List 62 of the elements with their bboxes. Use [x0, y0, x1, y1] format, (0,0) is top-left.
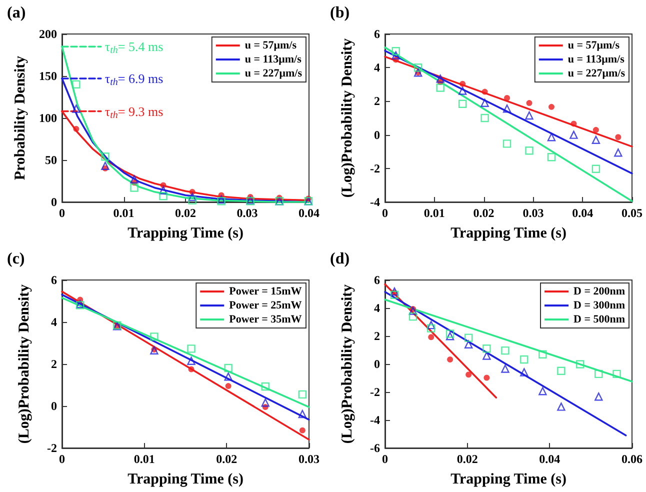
x-tick-label: 0.03 [236, 206, 258, 220]
legend-label: u = 57μm/s [244, 40, 298, 52]
legend-label: u = 227μm/s [568, 68, 626, 80]
y-tick-label: 0 [374, 357, 380, 371]
x-axis-title: Trapping Time (s) [128, 472, 244, 488]
legend-label: Power = 15mW [229, 286, 302, 298]
y-tick-label: 2 [374, 329, 380, 343]
chart-title: (c) [7, 250, 25, 268]
y-tick-label: 50 [45, 153, 57, 167]
y-axis-title: (Log)Probability Density [340, 38, 356, 198]
y-tick-label: -4 [370, 195, 380, 209]
y-tick-label: 6 [374, 27, 380, 41]
chart-title: (a) [7, 4, 26, 22]
y-tick-label: 2 [51, 357, 57, 371]
y-tick-label: 6 [374, 273, 380, 287]
x-axis-title: Trapping Time (s) [450, 226, 566, 242]
legend-label: Power = 25mW [229, 300, 302, 312]
x-tick-label: 0.02 [456, 452, 478, 466]
x-tick-label: 0.04 [539, 452, 560, 466]
x-axis-title: Trapping Time (s) [128, 226, 244, 242]
x-tick-label: 0.02 [216, 452, 238, 466]
y-tick-label: -6 [370, 441, 380, 455]
y-tick-label: 150 [39, 69, 57, 83]
y-tick-label: -2 [370, 385, 380, 399]
legend-label: u = 113μm/s [568, 54, 626, 66]
y-tick-label: 4 [51, 315, 57, 329]
x-tick-label: 0.01 [113, 206, 134, 220]
x-axis-title: Trapping Time (s) [450, 472, 566, 488]
x-tick-label: 0.06 [622, 452, 642, 466]
y-tick-label: -2 [47, 441, 57, 455]
legend-label: Power = 35mW [229, 314, 302, 326]
legend-label: D = 200nm [574, 286, 626, 298]
y-axis-title: (Log)Probability Density [16, 284, 32, 444]
legend-label: u = 227μm/s [244, 68, 303, 80]
legend-label: D = 300nm [574, 300, 626, 312]
y-tick-label: 100 [39, 111, 57, 125]
y-tick-label: 6 [51, 273, 57, 287]
x-tick-label: 0.03 [298, 452, 320, 466]
x-tick-label: 0.05 [622, 206, 642, 220]
y-axis-title: Probability Density [12, 55, 29, 180]
y-tick-label: 0 [374, 128, 380, 142]
y-tick-label: 4 [374, 60, 380, 75]
x-tick-label: 0.02 [473, 206, 494, 220]
x-tick-label: 0.02 [175, 206, 196, 220]
y-tick-label: -4 [370, 413, 380, 427]
chart-title: (d) [330, 250, 350, 268]
y-tick-label: 4 [374, 301, 380, 315]
x-tick-label: 0.04 [572, 206, 594, 220]
y-tick-label: 0 [51, 399, 57, 413]
chart-title: (b) [330, 4, 350, 22]
x-tick-label: 0.01 [424, 206, 445, 220]
y-tick-label: 0 [51, 195, 57, 209]
y-tick-label: 200 [39, 27, 57, 41]
x-tick-label: 0.03 [522, 206, 544, 220]
y-tick-label: 2 [374, 94, 380, 108]
y-tick-label: -2 [370, 161, 380, 176]
x-tick-label: 0.01 [134, 452, 155, 466]
y-axis-title: (Log)Probability Density [340, 284, 356, 444]
legend-label: D = 500nm [574, 314, 626, 326]
legend-label: u = 113μm/s [244, 54, 302, 66]
legend-label: u = 57μm/s [568, 40, 620, 52]
x-tick-label: 0.04 [298, 206, 320, 220]
